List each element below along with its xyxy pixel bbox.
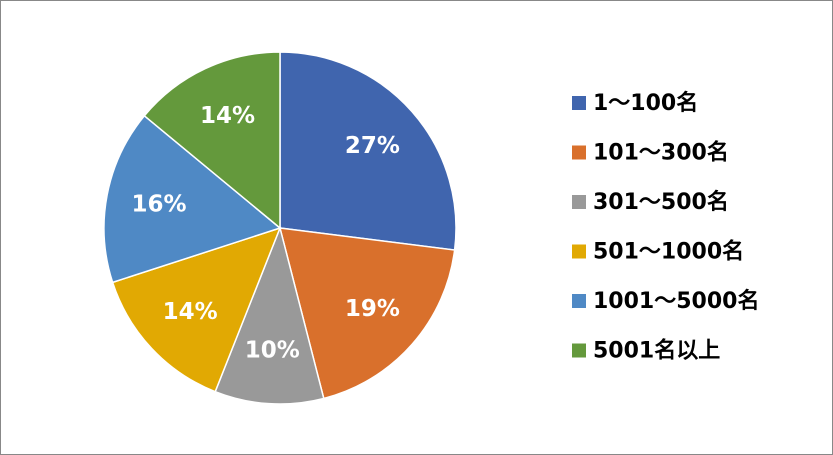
legend-swatch xyxy=(572,343,586,358)
pie-slice xyxy=(279,51,457,251)
legend-swatch xyxy=(572,244,586,259)
pie-slice xyxy=(143,51,281,230)
pie-slice xyxy=(103,114,282,284)
legend-label: 1～100名 xyxy=(593,90,698,116)
legend-swatch xyxy=(572,96,586,110)
legend-swatch xyxy=(572,145,586,160)
legend-label: 501～1000名 xyxy=(593,239,744,265)
slice-label: 19% xyxy=(345,296,400,322)
slice-label: 27% xyxy=(345,133,400,159)
legend-label: 5001名以上 xyxy=(593,338,720,364)
legend-swatch xyxy=(572,294,586,308)
slice-label: 14% xyxy=(163,299,218,325)
slice-label: 14% xyxy=(200,103,255,129)
pie-slice xyxy=(278,227,456,400)
slice-label: 16% xyxy=(131,191,186,217)
slice-label: 10% xyxy=(245,337,300,363)
pie-slice xyxy=(214,225,325,405)
legend-label: 1001～5000名 xyxy=(593,288,759,314)
legend-label: 101～300名 xyxy=(593,140,729,166)
legend-swatch xyxy=(572,195,586,209)
legend-label: 301～500名 xyxy=(593,189,729,215)
